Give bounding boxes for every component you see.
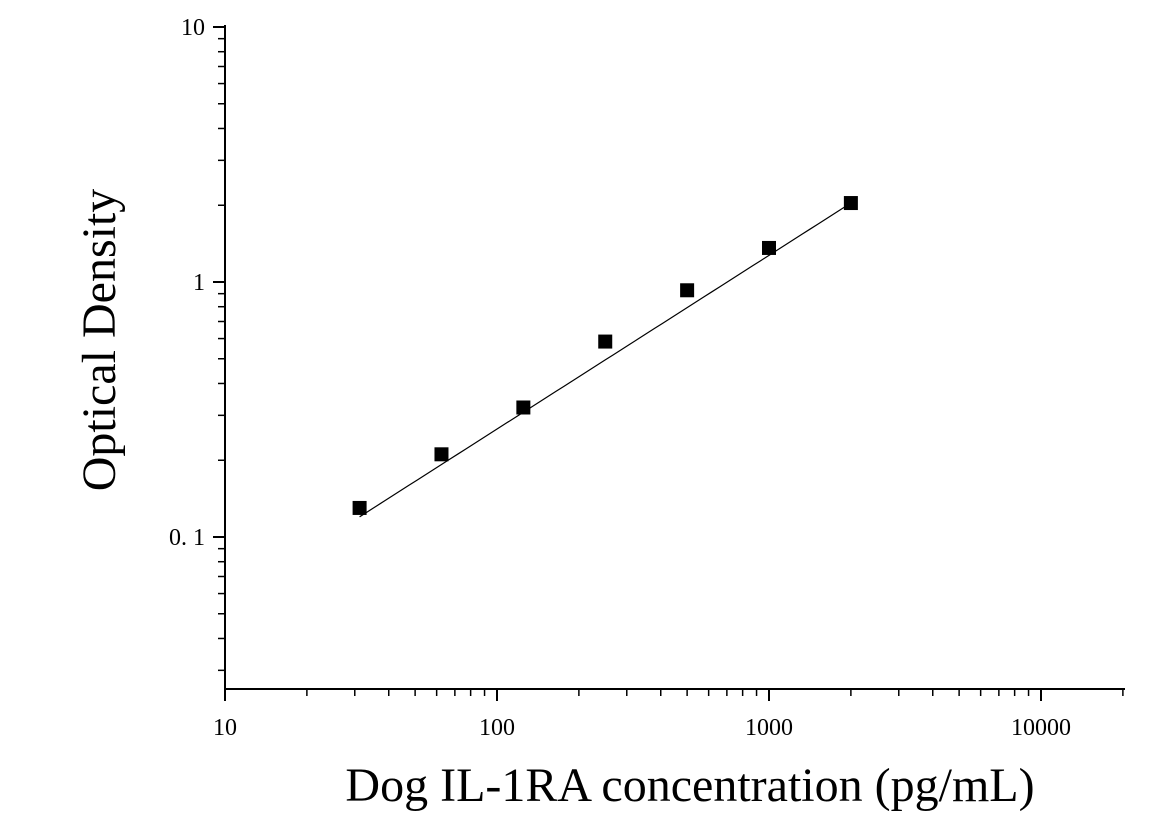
- y-axis-title: Optical Density: [73, 189, 126, 492]
- x-tick-label: 10000: [1011, 715, 1071, 741]
- x-tick-label: 10: [213, 715, 237, 741]
- data-point-marker: [843, 196, 858, 211]
- axes: [224, 25, 1125, 690]
- fit-curve: [359, 202, 852, 518]
- ticks: [213, 26, 1124, 701]
- y-tick-label: 10: [181, 15, 205, 41]
- x-tick-label: 1000: [745, 715, 793, 741]
- data-point-marker: [680, 283, 695, 298]
- x-axis-title: Dog IL-1RA concentration (pg/mL): [345, 759, 1034, 812]
- tick-labels: 10 100 1000 10000 0. 1 1 10: [169, 15, 1071, 741]
- y-tick-label: 0. 1: [169, 525, 205, 551]
- data-points: [352, 196, 858, 515]
- data-point-marker: [762, 240, 776, 255]
- data-point-marker: [352, 500, 367, 515]
- x-tick-label: 100: [479, 715, 515, 741]
- data-point-marker: [598, 334, 613, 349]
- data-point-marker: [434, 447, 449, 462]
- data-point-marker: [516, 400, 531, 415]
- y-tick-label: 1: [193, 270, 205, 296]
